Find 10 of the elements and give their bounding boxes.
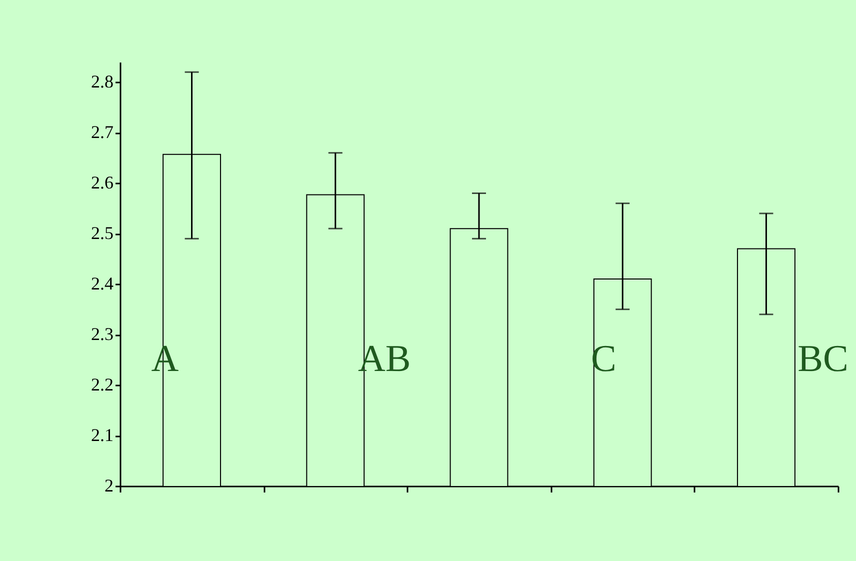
y-tick-label: 2.3 (91, 324, 114, 344)
y-tick-label: 2.6 (91, 172, 114, 193)
annotation: BC (798, 338, 848, 380)
y-tick-label: 2.8 (91, 72, 114, 92)
y-tick-label: 2.2 (91, 374, 114, 395)
y-tick-label: 2.1 (91, 425, 114, 446)
y-tick-label: 2.4 (91, 274, 114, 294)
y-tick-label: 2.5 (91, 223, 114, 244)
y-tick-label: 2 (104, 476, 114, 496)
y-tick-label: 2.7 (91, 122, 114, 142)
